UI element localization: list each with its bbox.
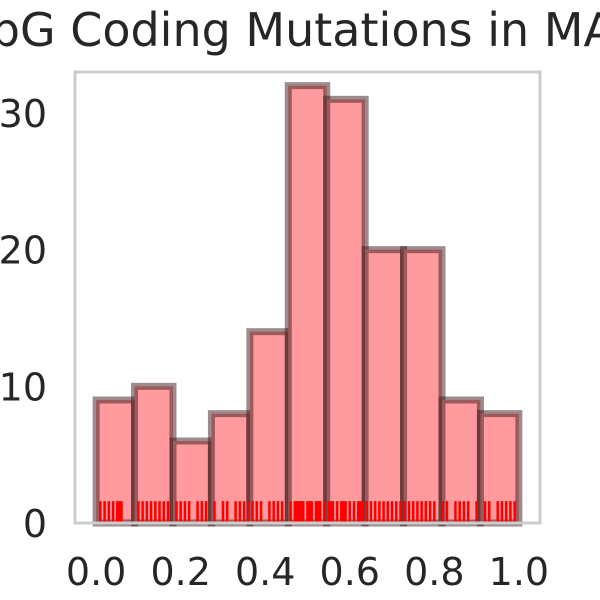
histogram-bar — [361, 246, 408, 527]
x-tick-label: 0.4 — [235, 550, 295, 594]
histogram-bar — [92, 396, 139, 527]
y-tick-label: 30 — [0, 92, 47, 136]
y-tick-label: 10 — [0, 365, 47, 409]
x-tick-label: 0.6 — [320, 550, 380, 594]
chart-title: CpG Coding Mutations in MAF — [0, 3, 600, 57]
x-tick-label: 0.2 — [150, 550, 210, 594]
x-tick-label: 0.8 — [404, 550, 464, 594]
histogram-bar — [284, 82, 331, 527]
plot-area — [92, 82, 523, 527]
histogram-bar — [323, 95, 369, 527]
y-tick-label: 0 — [23, 502, 47, 546]
histogram-bar — [400, 246, 446, 527]
plot-frame — [73, 70, 542, 525]
y-axis: 0 10 20 30 — [0, 92, 47, 546]
histogram-bar — [246, 328, 292, 527]
x-axis: 0.0 0.2 0.4 0.6 0.8 1.0 — [66, 550, 549, 594]
x-tick-label: 0.0 — [66, 550, 126, 594]
x-tick-label: 1.0 — [489, 550, 549, 594]
y-tick-label: 20 — [0, 229, 47, 273]
